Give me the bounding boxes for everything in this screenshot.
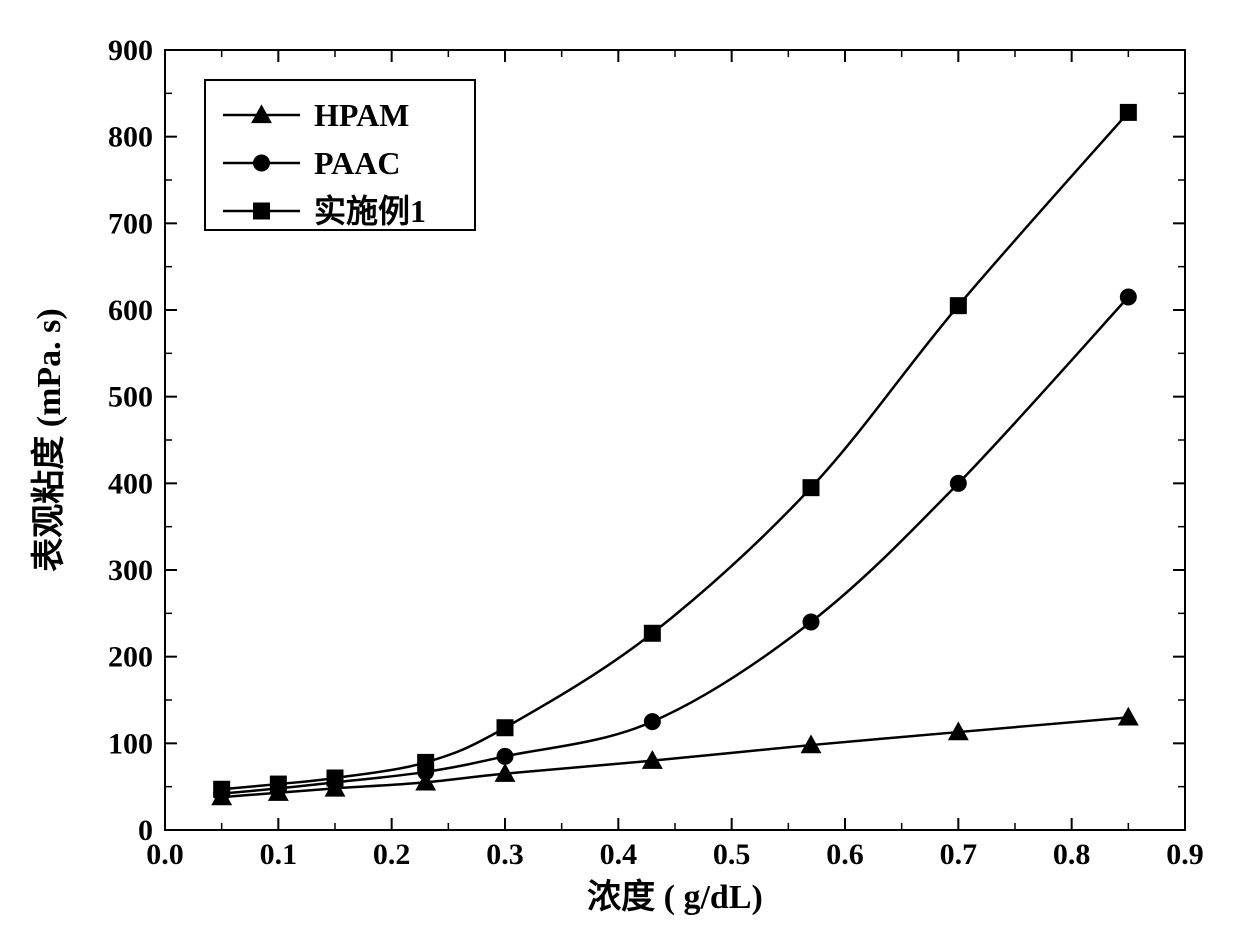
marker-circle (254, 155, 270, 171)
marker-circle (497, 748, 513, 764)
marker-square (497, 720, 513, 736)
x-tick-label: 0.9 (1166, 838, 1204, 871)
marker-square (644, 625, 660, 641)
marker-circle (950, 475, 966, 491)
marker-square (950, 298, 966, 314)
marker-square (254, 203, 270, 219)
chart-bg (0, 0, 1240, 942)
x-tick-label: 0.7 (940, 838, 978, 871)
y-tick-label: 400 (108, 467, 153, 500)
legend-label: PAAC (314, 145, 401, 181)
x-tick-label: 0.1 (260, 838, 298, 871)
y-tick-label: 900 (108, 34, 153, 67)
y-tick-label: 500 (108, 381, 153, 414)
marker-circle (644, 714, 660, 730)
marker-square (1120, 104, 1136, 120)
x-axis-label: 浓度 ( g/dL) (587, 878, 763, 916)
y-tick-label: 800 (108, 121, 153, 154)
marker-circle (1120, 289, 1136, 305)
viscosity-chart: 0.00.10.20.30.40.50.60.70.80.90100200300… (0, 0, 1240, 942)
marker-square (803, 480, 819, 496)
marker-square (418, 754, 434, 770)
marker-square (214, 781, 230, 797)
legend-label: 实施例1 (314, 193, 426, 229)
x-tick-label: 0.8 (1053, 838, 1091, 871)
marker-square (270, 776, 286, 792)
y-tick-label: 600 (108, 294, 153, 327)
y-tick-label: 700 (108, 207, 153, 240)
legend-label: HPAM (314, 97, 409, 133)
x-tick-label: 0.5 (713, 838, 751, 871)
y-tick-label: 100 (108, 727, 153, 760)
marker-square (327, 770, 343, 786)
x-tick-label: 0.4 (600, 838, 638, 871)
x-tick-label: 0.6 (826, 838, 864, 871)
y-tick-label: 300 (108, 554, 153, 587)
x-tick-label: 0.2 (373, 838, 411, 871)
marker-circle (803, 614, 819, 630)
x-tick-label: 0.3 (486, 838, 524, 871)
y-tick-label: 0 (138, 814, 153, 847)
y-tick-label: 200 (108, 641, 153, 674)
y-axis-label: 表观粘度 (mPa. s) (30, 308, 68, 571)
